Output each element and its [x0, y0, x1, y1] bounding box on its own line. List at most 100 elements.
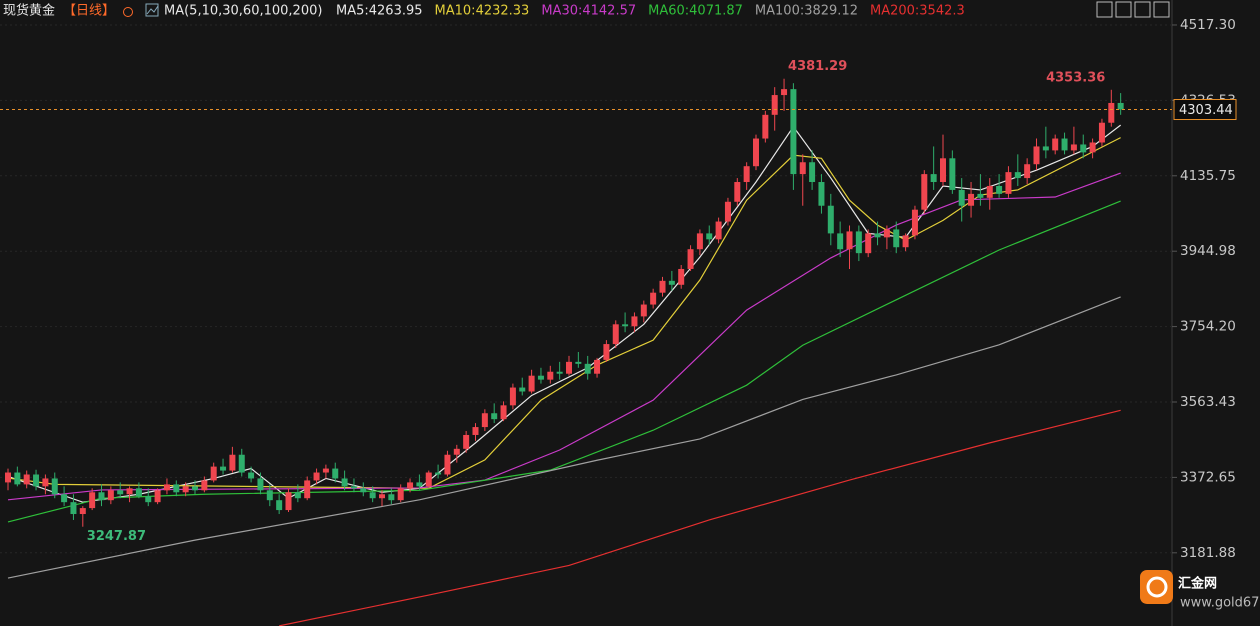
brand: 汇金网: [1178, 576, 1217, 592]
candle-body: [14, 472, 21, 485]
candle-body: [257, 478, 264, 491]
candle-body: [594, 359, 601, 374]
current-price-label: 4303.44: [1179, 103, 1233, 118]
candle-body: [846, 231, 853, 250]
candle-body: [491, 413, 498, 420]
candle-body: [893, 229, 900, 248]
price-annotation: 3247.87: [87, 529, 146, 544]
candle-body: [220, 466, 227, 471]
candle-body: [986, 185, 993, 198]
candle-body: [304, 480, 311, 499]
candle-body: [444, 454, 451, 475]
candle-body: [33, 474, 40, 487]
candle-body: [61, 494, 68, 503]
tool-button[interactable]: [1096, 1, 1113, 18]
candle-body: [818, 182, 825, 206]
candle-body: [575, 361, 582, 364]
candle-body: [584, 363, 591, 374]
plot: 4303.44 4381.29 4353.36 3247.87: [0, 59, 1237, 626]
candle-body: [734, 182, 741, 202]
candle-body: [407, 482, 414, 489]
candle-body: [855, 231, 862, 254]
candle-body: [322, 468, 329, 473]
candle-body: [612, 324, 619, 345]
candle-body: [949, 158, 956, 190]
candle-body: [379, 494, 385, 499]
candle-body: [715, 221, 722, 240]
candle-body: [537, 375, 544, 380]
candle-body: [519, 387, 526, 392]
candle-body: [1061, 138, 1068, 151]
candle-body: [968, 193, 975, 206]
add-icon[interactable]: [123, 7, 133, 17]
candle-body: [1005, 172, 1012, 194]
indicator-icon[interactable]: [145, 3, 159, 17]
candle-body: [696, 233, 703, 250]
candle-body: [98, 492, 105, 501]
header: 现货黄金 【日线】 MA(5,10,30,60,100,200) MA5:426…: [3, 3, 965, 19]
toolbar: [1096, 1, 1170, 18]
candle-body: [724, 201, 731, 222]
ma-line: [7, 200, 1121, 523]
candle-body: [500, 405, 507, 420]
candle-body: [687, 249, 694, 269]
period: 【日线】: [63, 4, 115, 19]
candle-body: [996, 185, 1003, 194]
y-tick-label: 4135.75: [1180, 168, 1236, 184]
candle-body: [650, 292, 657, 305]
title: 现货黄金: [3, 3, 55, 19]
candle-body: [781, 89, 788, 96]
tool-button[interactable]: [1115, 1, 1132, 18]
candle-body: [1042, 146, 1049, 151]
candle-body: [1080, 144, 1087, 153]
candle-body: [706, 233, 713, 240]
indicator-icon-line: [146, 5, 159, 15]
candle-body: [117, 490, 124, 495]
candle-body: [341, 478, 348, 487]
candle-body: [528, 375, 535, 392]
candle-body: [603, 344, 610, 360]
candle-body: [930, 174, 937, 183]
candle-body: [865, 233, 872, 254]
candle-body: [425, 472, 432, 487]
candle-body: [360, 488, 367, 493]
candle-body: [790, 89, 797, 175]
candle-body: [107, 490, 114, 501]
watermark: 汇金网 www.gold678.com: [1140, 570, 1260, 611]
candle-body: [173, 484, 180, 493]
legend-entry: MA30:4142.57: [541, 4, 636, 19]
tool-button[interactable]: [1134, 1, 1151, 18]
candle-body: [182, 486, 189, 493]
tool-button[interactable]: [1153, 1, 1170, 18]
candle-body: [154, 490, 161, 503]
legend-entry: MA200:3542.3: [870, 4, 965, 19]
candle-body: [276, 500, 283, 511]
candle-body: [622, 324, 629, 327]
candle-body: [369, 492, 376, 499]
candle-body: [163, 484, 170, 491]
candle-body: [556, 371, 563, 374]
indicator: MA(5,10,30,60,100,200): [164, 4, 322, 19]
candle-body: [210, 466, 217, 481]
candle-body: [463, 434, 470, 449]
candle-body: [126, 488, 133, 495]
logo-mark: [1146, 576, 1168, 598]
y-tick-label: 4517.30: [1180, 17, 1236, 33]
candle-body: [51, 478, 58, 495]
candle-body: [958, 189, 965, 206]
candle-body: [248, 472, 255, 479]
candle-body: [977, 193, 984, 198]
candle-body: [640, 304, 647, 317]
legend-entry: MA10:4232.33: [435, 4, 530, 19]
candle-body: [453, 448, 460, 455]
candle-body: [1070, 144, 1077, 151]
candle-body: [547, 371, 554, 380]
candle-body: [743, 166, 750, 183]
candle-body: [23, 474, 30, 485]
candle-body: [238, 454, 245, 473]
candle-body: [481, 413, 488, 428]
candle-body: [902, 235, 909, 248]
candle-body: [79, 508, 86, 515]
candle-body: [678, 268, 685, 285]
